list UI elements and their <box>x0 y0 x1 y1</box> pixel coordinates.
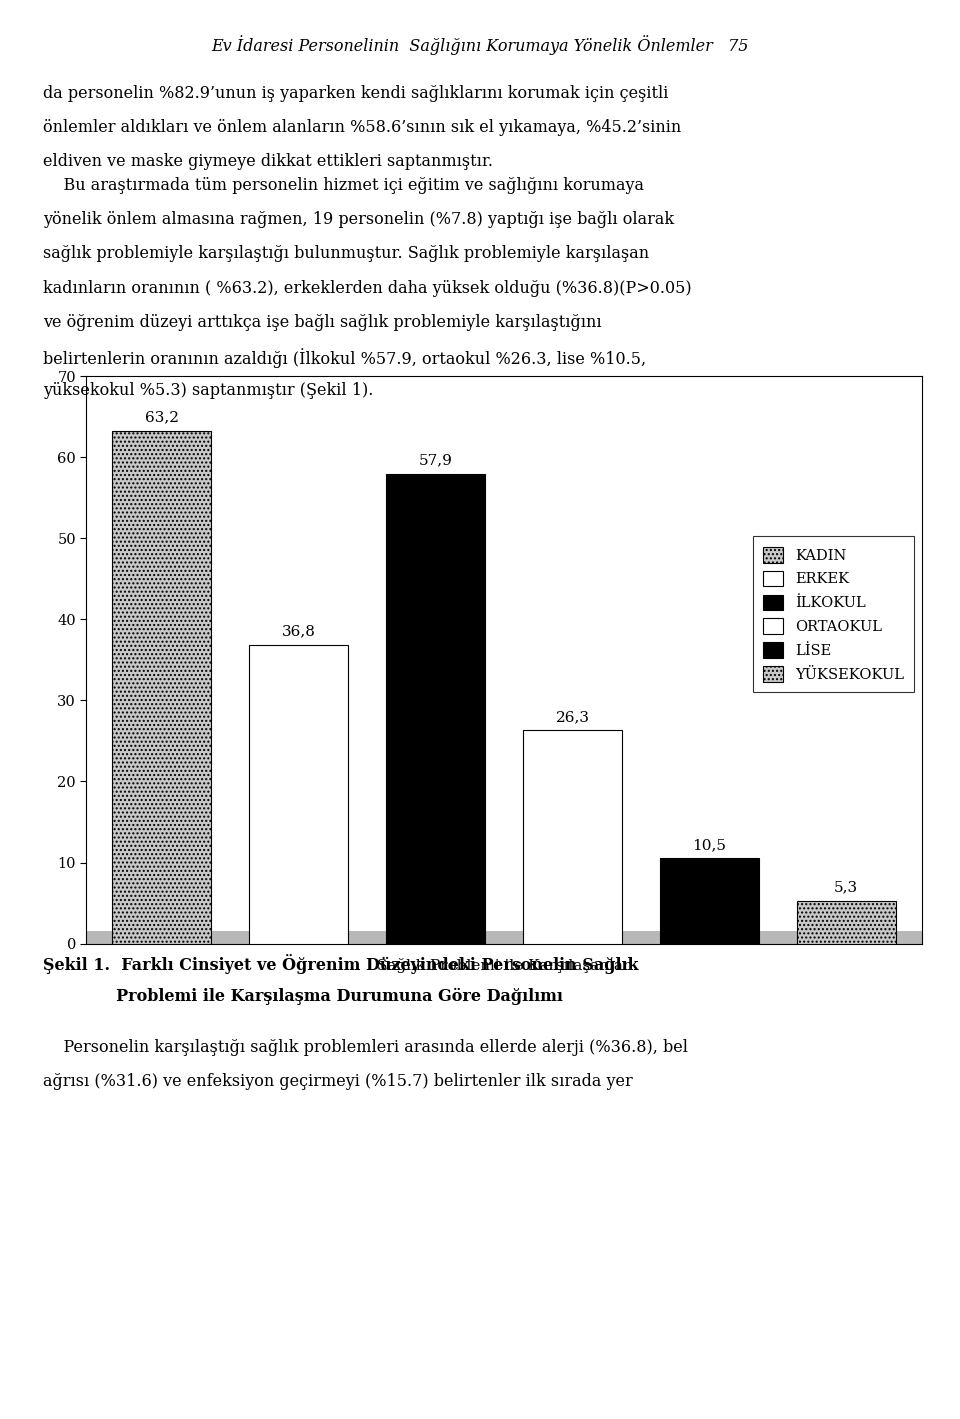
Text: ve öğrenim düzeyi arttıkça işe bağlı sağlık problemiyle karşılaştığını: ve öğrenim düzeyi arttıkça işe bağlı sağ… <box>43 314 602 331</box>
Text: da personelin %82.9’unun iş yaparken kendi sağlıklarını korumak için çeşitli: da personelin %82.9’unun iş yaparken ken… <box>43 85 668 102</box>
Legend: KADIN, ERKEK, İLKOKUL, ORTAOKUL, LİSE, YÜKSEKOKUL: KADIN, ERKEK, İLKOKUL, ORTAOKUL, LİSE, Y… <box>753 536 914 692</box>
Bar <box>86 931 922 956</box>
Text: 10,5: 10,5 <box>692 839 727 851</box>
Text: sağlık problemiyle karşılaştığı bulunmuştur. Sağlık problemiyle karşılaşan: sağlık problemiyle karşılaştığı bulunmuş… <box>43 245 649 263</box>
Text: 5,3: 5,3 <box>834 880 858 894</box>
Text: yüksekokul %5.3) saptanmıştır (Şekil 1).: yüksekokul %5.3) saptanmıştır (Şekil 1). <box>43 382 373 399</box>
Text: yönelik önlem almasına rağmen, 19 personelin (%7.8) yaptığı işe bağlı olarak: yönelik önlem almasına rağmen, 19 person… <box>43 211 674 228</box>
Text: 57,9: 57,9 <box>419 454 452 468</box>
Text: Personelin karşılaştığı sağlık problemleri arasında ellerde alerji (%36.8), bel: Personelin karşılaştığı sağlık problemle… <box>43 1039 688 1056</box>
Text: eldiven ve maske giymeye dikkat ettikleri saptanmıştır.: eldiven ve maske giymeye dikkat ettikler… <box>43 153 493 170</box>
Bar <box>797 901 896 944</box>
Bar <box>523 731 622 944</box>
Bar <box>660 858 758 944</box>
Text: 36,8: 36,8 <box>281 624 316 639</box>
Bar <box>386 474 485 944</box>
Text: Problemi ile Karşılaşma Durumuna Göre Dağılımı: Problemi ile Karşılaşma Durumuna Göre Da… <box>43 988 564 1005</box>
X-axis label: Sağlık Problemi ile Karşılaşanlar: Sağlık Problemi ile Karşılaşanlar <box>377 958 631 972</box>
Text: 26,3: 26,3 <box>556 710 589 724</box>
Text: önlemler aldıkları ve önlem alanların %58.6’sının sık el yıkamaya, %45.2’sinin: önlemler aldıkları ve önlem alanların %5… <box>43 119 682 136</box>
Text: 63,2: 63,2 <box>145 410 179 424</box>
Text: kadınların oranının ( %63.2), erkeklerden daha yüksek olduğu (%36.8)(P>0.05): kadınların oranının ( %63.2), erkeklerde… <box>43 280 692 297</box>
Bar <box>250 646 348 944</box>
Text: Bu araştırmada tüm personelin hizmet içi eğitim ve sağlığını korumaya: Bu araştırmada tüm personelin hizmet içi… <box>43 177 644 194</box>
Text: belirtenlerin oranının azaldığı (İlkokul %57.9, ortaokul %26.3, lise %10.5,: belirtenlerin oranının azaldığı (İlkokul… <box>43 348 646 368</box>
Text: Ev İdaresi Personelinin  Sağlığını Korumaya Yönelik Önlemler   75: Ev İdaresi Personelinin Sağlığını Koruma… <box>211 35 749 55</box>
Text: Şekil 1.  Farklı Cinsiyet ve Öğrenim Düzeyindeki Personelin Sağlık: Şekil 1. Farklı Cinsiyet ve Öğrenim Düze… <box>43 954 638 973</box>
Bar <box>112 431 211 944</box>
Text: ağrısı (%31.6) ve enfeksiyon geçirmeyi (%15.7) belirtenler ilk sırada yer: ağrısı (%31.6) ve enfeksiyon geçirmeyi (… <box>43 1073 633 1090</box>
